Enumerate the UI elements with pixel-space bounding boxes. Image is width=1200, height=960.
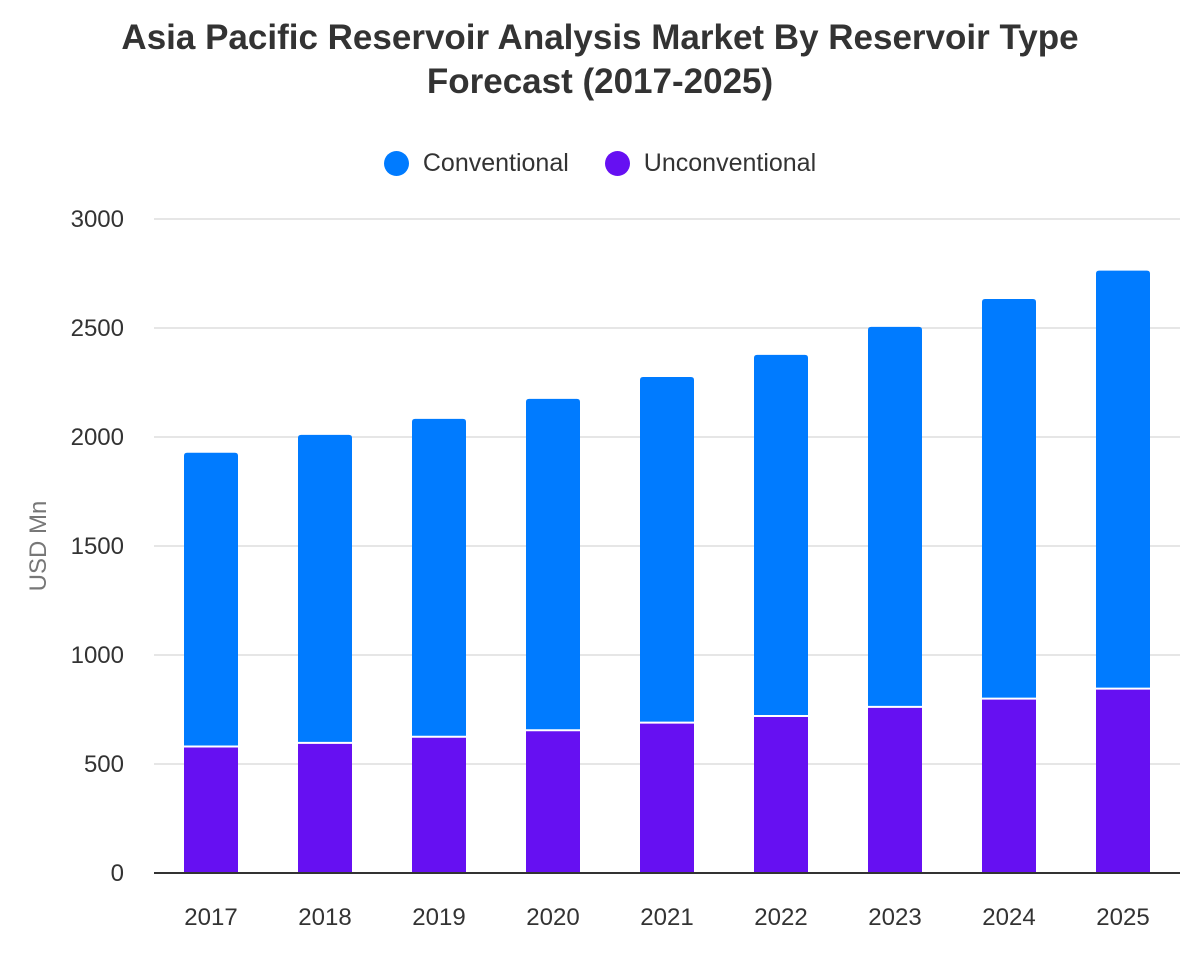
y-tick-label-2500: 2500	[71, 315, 124, 342]
x-tick-label-2025: 2025	[1096, 904, 1149, 931]
bar-unconventional-2017	[184, 746, 238, 873]
y-tick-label-1000: 1000	[71, 642, 124, 669]
bar-conventional-2020	[526, 398, 580, 731]
bar-conventional-2019	[412, 418, 466, 737]
bar-unconventional-2021	[640, 722, 694, 873]
bar-unconventional-2025	[1096, 688, 1150, 873]
legend-swatch-unconventional	[604, 151, 630, 176]
x-tick-label-2019: 2019	[412, 904, 465, 931]
bar-unconventional-2024	[982, 698, 1036, 873]
x-tick-label-2023: 2023	[868, 904, 921, 931]
legend-item-conventional[interactable]: Conventional	[383, 149, 569, 178]
legend-swatch-conventional	[383, 151, 409, 176]
x-tick-label-2017: 2017	[184, 904, 237, 931]
bar-conventional-2022	[754, 354, 808, 717]
chart-title-line-1: Asia Pacific Reservoir Analysis Market B…	[121, 18, 1079, 57]
x-tick-label-2021: 2021	[640, 904, 693, 931]
chart-legend: Conventional Unconventional	[0, 149, 1200, 178]
bar-conventional-2025	[1096, 270, 1150, 689]
bar-unconventional-2019	[412, 736, 466, 873]
x-tick-label-2022: 2022	[754, 904, 807, 931]
bar-conventional-2018	[298, 434, 352, 743]
y-tick-label-500: 500	[84, 751, 124, 778]
y-tick-label-2000: 2000	[71, 424, 124, 451]
bar-unconventional-2023	[868, 706, 922, 873]
bar-conventional-2021	[640, 377, 694, 723]
x-tick-label-2020: 2020	[526, 904, 579, 931]
y-tick-label-1500: 1500	[71, 533, 124, 560]
bar-unconventional-2018	[298, 742, 352, 873]
chart-title-line-2: Forecast (2017-2025)	[426, 62, 774, 101]
bar-conventional-2023	[868, 326, 922, 707]
bar-unconventional-2020	[526, 730, 580, 873]
x-tick-label-2024: 2024	[982, 904, 1035, 931]
legend-label-unconventional: Unconventional	[643, 149, 817, 177]
legend-label-conventional: Conventional	[422, 149, 569, 177]
legend-item-unconventional[interactable]: Unconventional	[604, 149, 817, 178]
x-tick-label-2018: 2018	[298, 904, 351, 931]
y-axis-label: USD Mn	[25, 501, 52, 592]
bar-conventional-2017	[184, 452, 238, 747]
y-tick-label-3000: 3000	[71, 206, 124, 233]
bar-conventional-2024	[982, 299, 1036, 699]
chart-title: Asia Pacific Reservoir Analysis Market B…	[0, 16, 1200, 104]
y-tick-label-0: 0	[111, 860, 124, 887]
bar-unconventional-2022	[754, 716, 808, 873]
